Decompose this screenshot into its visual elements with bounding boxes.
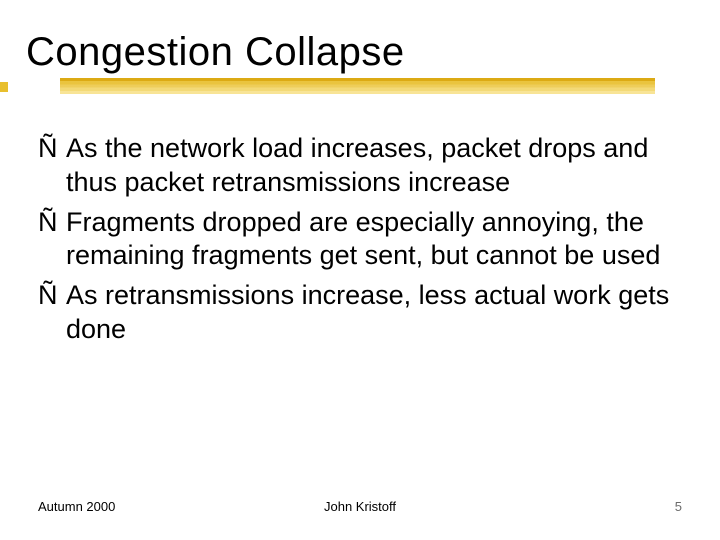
slide: Congestion Collapse Ñ As the network loa…: [0, 0, 720, 540]
title-underline: [60, 78, 655, 94]
bullet-marker: Ñ: [38, 279, 58, 313]
bullet-item: Ñ Fragments dropped are especially annoy…: [38, 206, 678, 274]
bullet-marker: Ñ: [38, 132, 58, 166]
bullet-text: Fragments dropped are especially annoyin…: [66, 207, 660, 271]
footer-page-number: 5: [675, 499, 682, 514]
bullet-marker: Ñ: [38, 206, 58, 240]
underline-edge-accent: [0, 82, 8, 92]
bullet-item: Ñ As the network load increases, packet …: [38, 132, 678, 200]
footer-date: Autumn 2000: [38, 499, 115, 514]
bullet-text: As retransmissions increase, less actual…: [66, 280, 669, 344]
footer-author: John Kristoff: [324, 499, 396, 514]
bullet-text: As the network load increases, packet dr…: [66, 133, 648, 197]
bullet-item: Ñ As retransmissions increase, less actu…: [38, 279, 678, 347]
slide-title: Congestion Collapse: [26, 30, 405, 75]
slide-body: Ñ As the network load increases, packet …: [38, 132, 678, 353]
